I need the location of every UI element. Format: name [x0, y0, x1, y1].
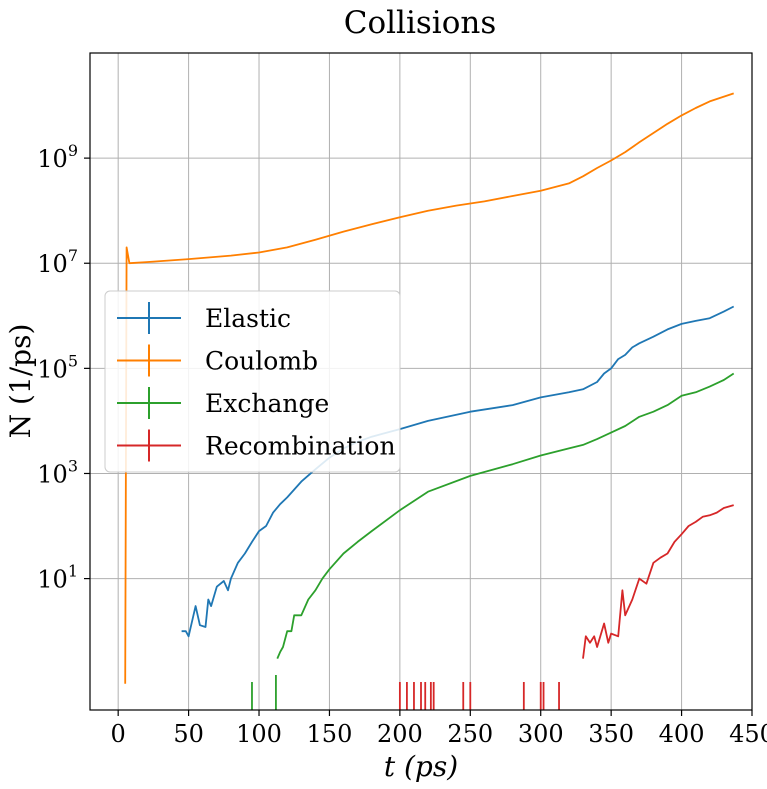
x-axis-label: t (ps) — [384, 750, 458, 783]
legend-label-exchange: Exchange — [205, 389, 329, 418]
x-tick-label: 350 — [588, 720, 634, 748]
legend: Elastic Coulomb Exchange Recombination — [104, 290, 401, 473]
x-tick-label: 250 — [447, 720, 493, 748]
series-line-coulomb — [124, 92, 734, 684]
x-tick-label: 400 — [659, 720, 705, 748]
y-tick-label: 105 — [37, 351, 78, 383]
y-axis-label: N (1/ps) — [4, 324, 37, 439]
series-line-recombination — [582, 504, 734, 659]
x-tick-label: 300 — [518, 720, 564, 748]
legend-label-elastic: Elastic — [205, 304, 291, 333]
y-tick-label: 103 — [37, 456, 78, 488]
x-tick-label: 0 — [111, 720, 126, 748]
series-line-exchange — [276, 372, 735, 659]
tick-layer: 0 50 100 150 200 250 300 350 400 450 101 103 105 107 1… — [37, 141, 767, 748]
x-tick-label: 150 — [307, 720, 353, 748]
plot-frame — [89, 52, 753, 711]
legend-label-coulomb: Coulomb — [205, 347, 318, 376]
chart-title: Collisions — [344, 5, 497, 41]
y-tick-label: 101 — [37, 562, 78, 594]
legend-box — [104, 290, 401, 473]
x-tick-label: 100 — [236, 720, 282, 748]
x-tick-label: 200 — [377, 720, 423, 748]
legend-label-recombination: Recombination — [205, 432, 396, 461]
y-tick-label: 107 — [37, 246, 78, 278]
y-tick-label: 109 — [37, 141, 78, 173]
x-tick-label: 450 — [729, 720, 767, 748]
x-tick-label: 50 — [173, 720, 204, 748]
